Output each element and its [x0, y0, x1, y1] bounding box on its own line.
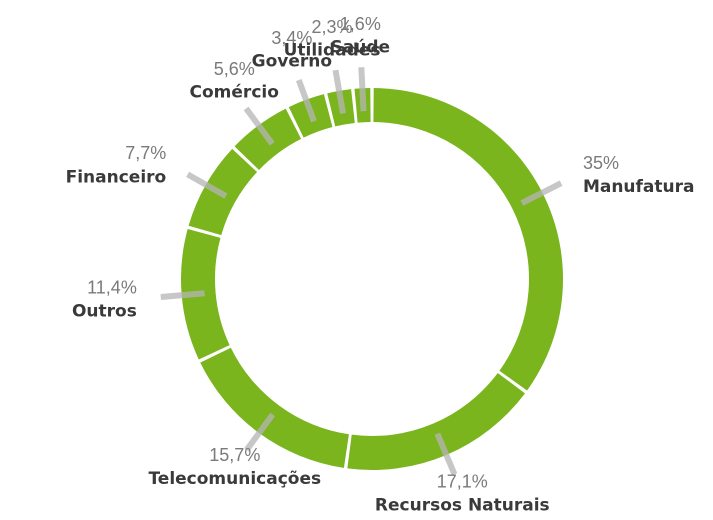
value-label: 7,7% — [125, 143, 166, 163]
value-label: 3,4% — [271, 28, 312, 48]
donut-segment — [200, 347, 349, 468]
value-label: 17,1% — [437, 471, 488, 491]
donut-segment — [181, 228, 230, 360]
leader-line — [160, 290, 205, 300]
category-label: Recursos Naturais — [375, 496, 550, 516]
leader-line — [243, 106, 275, 146]
category-label: Financeiro — [66, 167, 167, 187]
leader-line — [244, 412, 276, 452]
value-label: 15,7% — [209, 445, 260, 465]
category-label: Saúde — [331, 37, 391, 57]
category-label: Manufatura — [583, 177, 695, 197]
category-label: Utilidades — [284, 40, 381, 60]
category-label: Telecomunicações — [148, 469, 321, 489]
donut-segment — [347, 372, 526, 470]
leader-line — [332, 69, 347, 115]
leader-line — [186, 171, 228, 199]
category-label: Outros — [72, 302, 137, 322]
value-label: 1,6% — [340, 14, 381, 34]
value-label: 35% — [583, 153, 619, 173]
leader-line — [295, 79, 317, 123]
category-label: Governo — [252, 51, 332, 71]
category-label: Comércio — [190, 82, 279, 102]
donut-segment — [373, 88, 564, 391]
value-label: 2,3% — [312, 17, 353, 37]
value-label: 5,6% — [214, 59, 255, 79]
leader-line — [434, 432, 458, 476]
leader-line — [520, 180, 563, 206]
leader-line — [358, 67, 367, 112]
value-label: 11,4% — [87, 277, 137, 297]
